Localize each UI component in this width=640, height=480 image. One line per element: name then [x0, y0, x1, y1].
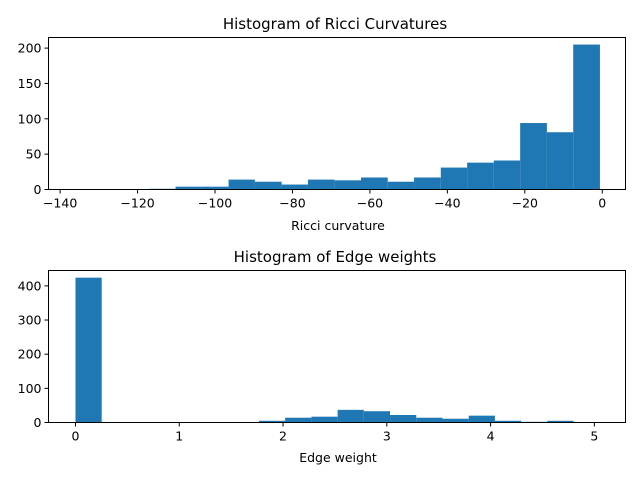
ricci-bar	[201, 186, 229, 190]
ricci-bar	[361, 177, 388, 190]
ricci-x-tick-label: −100	[198, 196, 232, 211]
edge-weight-y-tick-label: 300	[18, 313, 42, 328]
ricci-bar	[573, 44, 600, 190]
ricci-bar	[414, 177, 441, 190]
edge-weight-x-tick-label: 1	[175, 429, 183, 444]
ricci-bar	[387, 181, 415, 190]
edge-weight-y-tick-label: 100	[18, 381, 42, 396]
edge-weight-bar	[494, 420, 522, 423]
edge-weight-y-tick-label: 400	[18, 278, 42, 293]
ricci-y-tick-label: 150	[18, 76, 42, 91]
ricci-y-tick-label: 0	[34, 182, 42, 197]
ricci-x-tick-label: −80	[279, 196, 305, 211]
ricci-bar	[467, 162, 494, 190]
edge-weight-y-tick-label: 200	[18, 347, 42, 362]
ricci-bar	[281, 184, 308, 190]
ricci-histogram-frame	[48, 37, 626, 190]
ricci-y-tick-label: 50	[26, 147, 42, 162]
edge-weight-bar	[390, 414, 417, 423]
ricci-bar	[520, 123, 547, 190]
ricci-x-tick-label: −20	[512, 196, 538, 211]
edge-weight-bar	[416, 417, 443, 423]
edge-weight-histogram-ticks: 0 1 2 3 4 5 0 100 200 300 400	[18, 278, 599, 443]
ricci-histogram-xlabel: Ricci curvature	[291, 218, 385, 233]
edge-weight-bar	[547, 420, 574, 423]
edge-weight-histogram-frame	[48, 270, 626, 423]
ricci-bar	[546, 132, 574, 190]
ricci-bar	[228, 179, 255, 190]
edge-weight-y-tick-label: 0	[34, 415, 42, 430]
ricci-histogram-ticks: −140 −120 −100 −80 −60 −40 −20 0 0 50 100 150 200	[18, 41, 607, 211]
ricci-bar	[440, 167, 468, 190]
edge-weight-bar	[442, 418, 469, 423]
edge-weight-x-tick-label: 3	[383, 429, 391, 444]
ricci-bar	[254, 181, 282, 190]
ricci-histogram-panel: Histogram of Ricci Curvatures Ricci curv…	[18, 15, 626, 233]
edge-weight-histogram-bars	[75, 277, 600, 423]
ricci-bar	[175, 186, 202, 190]
ricci-bar	[307, 179, 335, 190]
ricci-y-tick-label: 200	[18, 41, 42, 56]
ricci-x-tick-label: 0	[598, 196, 606, 211]
edge-weight-x-tick-label: 0	[72, 429, 80, 444]
edge-weight-histogram-title: Histogram of Edge weights	[234, 248, 437, 266]
edge-weight-bar	[258, 420, 286, 423]
ricci-y-tick-label: 100	[18, 111, 42, 126]
ricci-histogram-title: Histogram of Ricci Curvatures	[223, 15, 447, 33]
edge-weight-histogram-panel: Histogram of Edge weights Edge weight 0 1…	[18, 248, 626, 465]
ricci-x-tick-label: −40	[434, 196, 460, 211]
ricci-x-tick-label: −140	[43, 196, 77, 211]
edge-weight-bar	[337, 409, 364, 423]
edge-weight-bar	[285, 417, 312, 423]
edge-weight-bar	[468, 415, 495, 423]
ricci-bar	[334, 180, 362, 190]
edge-weight-x-tick-label: 5	[590, 429, 598, 444]
edge-weight-x-tick-label: 4	[487, 429, 495, 444]
ricci-histogram-bars	[148, 44, 600, 190]
edge-weight-bar	[311, 416, 338, 423]
ricci-x-tick-label: −120	[120, 196, 154, 211]
edge-weight-bar	[363, 411, 391, 423]
edge-weight-histogram-xlabel: Edge weight	[299, 450, 377, 465]
edge-weight-x-tick-label: 2	[279, 429, 287, 444]
ricci-bar	[493, 160, 521, 190]
ricci-x-tick-label: −60	[357, 196, 383, 211]
edge-weight-bar	[75, 277, 102, 423]
